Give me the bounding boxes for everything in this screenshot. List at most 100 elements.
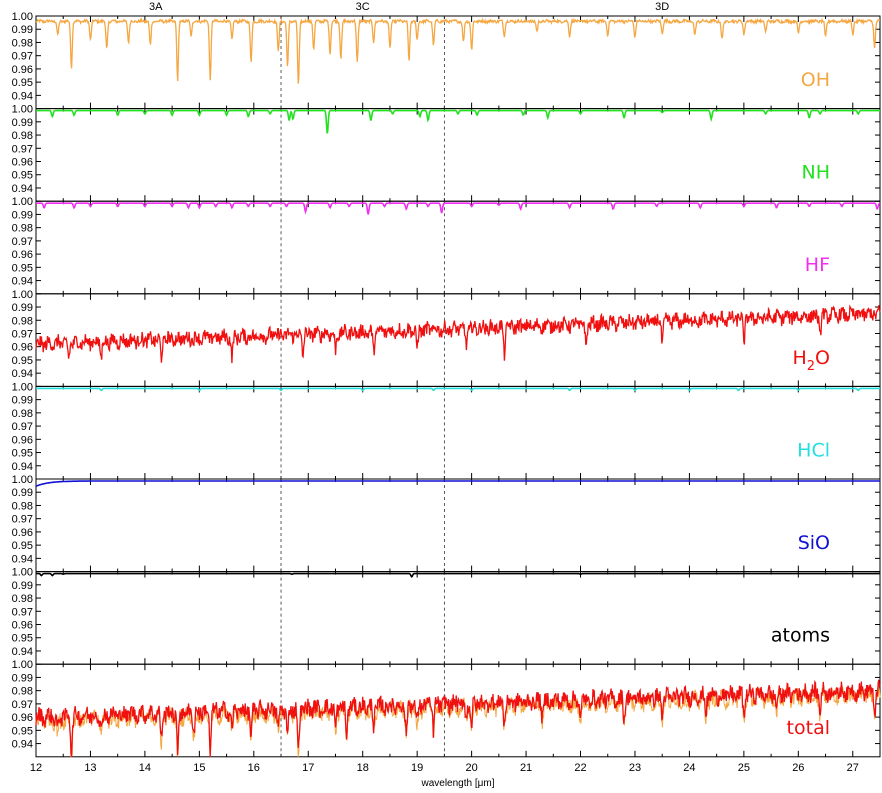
y-tick-label: 1.00 bbox=[12, 11, 33, 23]
x-axis-label: wavelength [μm] bbox=[420, 778, 494, 789]
panel-frame bbox=[35, 478, 881, 573]
panel-frame bbox=[35, 663, 881, 758]
panel-label: H2O bbox=[792, 347, 830, 374]
panel-oh: 0.940.950.960.97 0.980.991.00 OH bbox=[12, 11, 881, 110]
panel-sio: 0.940.950.960.97 0.980.991.00 SiO bbox=[12, 474, 881, 573]
panel-label: HF bbox=[805, 254, 830, 276]
y-tick-label: 0.94 bbox=[12, 646, 33, 658]
y-tick-label: 0.99 bbox=[12, 209, 33, 221]
y-tick-label: 0.97 bbox=[12, 699, 33, 711]
y-tick-label: 0.95 bbox=[12, 633, 33, 645]
x-tick-label: 15 bbox=[193, 762, 205, 774]
series-line bbox=[35, 480, 880, 488]
y-tick-label: 0.94 bbox=[12, 276, 33, 288]
y-tick-label: 0.98 bbox=[12, 315, 33, 327]
y-tick-label: 0.96 bbox=[12, 249, 33, 261]
y-tick-label: 0.95 bbox=[12, 170, 33, 182]
y-tick-label: 0.94 bbox=[12, 90, 33, 102]
panel-label: OH bbox=[801, 69, 830, 91]
panel-total: 0.94 0.950.960.970.98 0.991.00 total bbox=[12, 659, 881, 758]
band-label-3a: 3A bbox=[149, 1, 163, 13]
y-tick-label: 0.99 bbox=[12, 580, 33, 592]
y-tick-label: 0.99 bbox=[12, 24, 33, 36]
x-tick-label: 13 bbox=[84, 762, 96, 774]
x-tick-label: 19 bbox=[411, 762, 423, 774]
y-tick-label: 0.97 bbox=[12, 236, 33, 248]
y-tick-label: 0.95 bbox=[12, 540, 33, 552]
y-tick-label: 0.97 bbox=[12, 421, 33, 433]
y-tick-label: 1.00 bbox=[12, 104, 33, 116]
x-tick-label: 22 bbox=[574, 762, 586, 774]
y-tick-label: 1.00 bbox=[12, 567, 33, 579]
series-line bbox=[35, 679, 881, 757]
panel-label: NH bbox=[802, 162, 831, 184]
y-tick-label: 0.97 bbox=[12, 328, 33, 340]
x-tick-label: 23 bbox=[629, 762, 641, 774]
panel-hcl: 0.940.95 0.960.970.980.99 1.00 HCl bbox=[12, 381, 881, 480]
x-tick-label: 21 bbox=[520, 762, 532, 774]
y-tick-label: 0.94 bbox=[12, 553, 33, 565]
panel-hf: 0.94 0.950.960.970.98 0.991.00 HF bbox=[12, 196, 881, 295]
series-line bbox=[36, 572, 880, 578]
x-tick-label: 26 bbox=[792, 762, 804, 774]
y-tick-label: 0.94 bbox=[12, 461, 33, 473]
series-line bbox=[36, 387, 880, 392]
y-tick-label: 0.96 bbox=[12, 157, 33, 169]
panel-frame bbox=[35, 108, 881, 202]
panel-atoms: 0.940.950.96 0.970.980.991.00 atoms bbox=[12, 567, 881, 665]
y-tick-label: 0.96 bbox=[12, 712, 33, 724]
y-tick-label: 0.99 bbox=[12, 672, 33, 684]
y-tick-label: 0.96 bbox=[12, 342, 33, 354]
y-tick-label: 1.00 bbox=[12, 474, 33, 486]
y-tick-label: 0.98 bbox=[12, 408, 33, 420]
x-tick-label: 24 bbox=[683, 762, 695, 774]
panel-ho: 0.940.950.96 0.970.980.991.00 H2O bbox=[12, 289, 881, 387]
y-tick-label: 0.97 bbox=[12, 514, 33, 526]
x-tick-label: 25 bbox=[738, 762, 750, 774]
panel-frame bbox=[35, 200, 881, 295]
y-tick-label: 0.98 bbox=[12, 130, 33, 142]
y-tick-label: 0.98 bbox=[12, 686, 33, 698]
y-tick-label: 1.00 bbox=[12, 659, 33, 671]
y-tick-label: 0.95 bbox=[12, 77, 33, 89]
y-tick-label: 0.97 bbox=[12, 143, 33, 155]
y-tick-label: 1.00 bbox=[12, 381, 33, 393]
x-tick-label: 16 bbox=[248, 762, 260, 774]
y-tick-label: 0.98 bbox=[12, 500, 33, 512]
band-labels: 3A 3C 3D bbox=[149, 1, 669, 13]
y-tick-label: 0.98 bbox=[12, 223, 33, 235]
y-tick-label: 0.96 bbox=[12, 527, 33, 539]
y-tick-label: 0.98 bbox=[12, 593, 33, 605]
y-tick-label: 0.97 bbox=[12, 606, 33, 618]
y-tick-label: 0.95 bbox=[12, 262, 33, 274]
y-tick-label: 0.95 bbox=[12, 355, 33, 367]
panel-frame bbox=[35, 15, 881, 110]
x-tick-label: 20 bbox=[465, 762, 477, 774]
y-tick-label: 0.96 bbox=[12, 434, 33, 446]
panel-label: HCl bbox=[797, 439, 830, 461]
x-tick-label: 17 bbox=[302, 762, 314, 774]
panel-nh: 0.940.950.96 0.970.980.991.00 NH bbox=[12, 104, 881, 202]
band-label-3d: 3D bbox=[655, 1, 669, 13]
panel-frame bbox=[35, 571, 881, 665]
y-tick-label: 0.99 bbox=[12, 117, 33, 129]
x-tick-label: 14 bbox=[139, 762, 151, 774]
series-line bbox=[35, 17, 881, 84]
y-tick-label: 0.95 bbox=[12, 725, 33, 737]
x-tick-label: 27 bbox=[847, 762, 859, 774]
band-label-3c: 3C bbox=[356, 1, 370, 13]
y-tick-label: 0.99 bbox=[12, 302, 33, 314]
panel-label: atoms bbox=[771, 625, 830, 647]
y-tick-label: 0.98 bbox=[12, 37, 33, 49]
panels-group: 0.940.950.960.970.980.991.00OH0.940.950.… bbox=[12, 11, 881, 758]
y-tick-label: 0.97 bbox=[12, 51, 33, 63]
x-tick-label: 18 bbox=[357, 762, 369, 774]
panel-frame bbox=[35, 385, 881, 480]
series-line bbox=[36, 109, 880, 134]
y-tick-label: 1.00 bbox=[12, 289, 33, 301]
x-tick-label: 12 bbox=[30, 762, 42, 774]
y-tick-label: 0.99 bbox=[12, 487, 33, 499]
y-tick-label: 0.96 bbox=[12, 64, 33, 76]
series-line bbox=[36, 202, 881, 215]
